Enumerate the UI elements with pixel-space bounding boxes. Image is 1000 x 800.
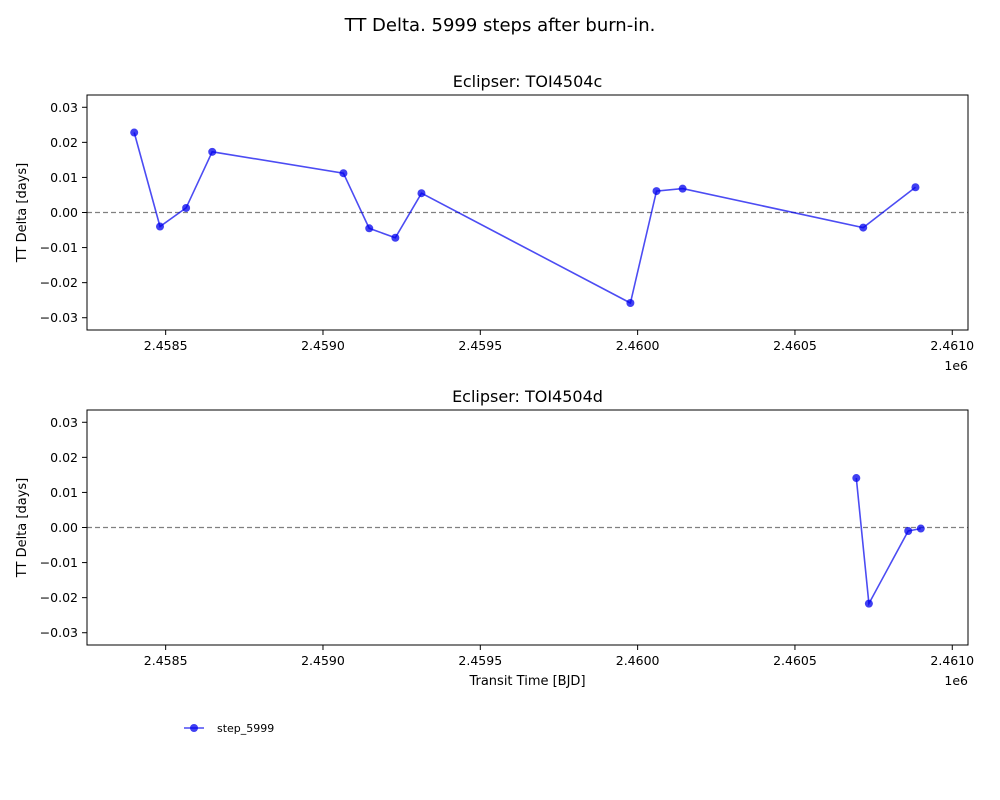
x-tick-label: 2.4610: [930, 653, 974, 668]
y-tick-label: −0.02: [40, 275, 78, 290]
y-axis-label: TT Delta [days]: [15, 478, 30, 578]
figure-title: TT Delta. 5999 steps after burn-in.: [344, 15, 656, 36]
x-tick-label: 2.4595: [458, 653, 502, 668]
y-tick-label: −0.02: [40, 590, 78, 605]
y-tick-label: 0.00: [50, 520, 78, 535]
x-tick-label: 2.4600: [616, 653, 660, 668]
data-point: [130, 128, 139, 137]
series-line: [855, 477, 921, 607]
x-tick-label: 2.4585: [144, 338, 188, 353]
subplot-toi4504c: Eclipser: TOI4504c 2.4585 2.4590 2.4595 2.46…: [15, 72, 974, 373]
data-point: [652, 187, 661, 196]
x-tick-label: 2.4595: [458, 338, 502, 353]
x-axis-label: Transit Time [BJD]: [468, 674, 585, 689]
y-axis-label: TT Delta [days]: [15, 163, 30, 263]
subplot-toi4504d: Eclipser: TOI4504d 2.4585 2.4590 2.4595 2.46…: [15, 387, 974, 689]
data-point: [155, 222, 164, 231]
data-point: [208, 147, 217, 156]
subplot-title: Eclipser: TOI4504c: [453, 72, 603, 91]
data-point: [904, 527, 913, 536]
y-tick-label: 0.02: [50, 135, 78, 150]
y-tick-label: −0.01: [40, 240, 78, 255]
data-point: [916, 524, 925, 533]
data-point: [391, 233, 400, 242]
subplot-title: Eclipser: TOI4504d: [452, 387, 603, 406]
y-tick-label: 0.02: [50, 450, 78, 465]
data-point: [417, 189, 426, 198]
x-tick-label: 2.4610: [930, 338, 974, 353]
data-point: [911, 183, 920, 192]
legend-label: step_5999: [217, 722, 274, 735]
data-point: [678, 184, 687, 193]
x-offset-label: 1e6: [944, 673, 968, 688]
y-tick-label: 0.00: [50, 205, 78, 220]
data-point: [182, 203, 191, 212]
y-tick-label: 0.03: [50, 415, 78, 430]
x-tick-label: 2.4600: [616, 338, 660, 353]
x-tick-label: 2.4590: [301, 338, 345, 353]
y-tick-label: 0.03: [50, 100, 78, 115]
data-point: [864, 599, 873, 608]
legend: step_5999: [184, 722, 274, 735]
y-tick-label: 0.01: [50, 485, 78, 500]
data-point: [626, 298, 635, 307]
x-tick-label: 2.4585: [144, 653, 188, 668]
data-point: [365, 224, 374, 233]
series-line: [133, 132, 916, 305]
y-tick-label: −0.03: [40, 625, 78, 640]
data-point: [859, 223, 868, 232]
data-point: [339, 169, 348, 178]
y-tick-label: 0.01: [50, 170, 78, 185]
y-tick-label: −0.01: [40, 555, 78, 570]
legend-marker-sample: [190, 724, 198, 732]
data-point: [852, 474, 861, 483]
x-tick-label: 2.4590: [301, 653, 345, 668]
y-tick-label: −0.03: [40, 310, 78, 325]
x-tick-label: 2.4605: [773, 653, 817, 668]
x-offset-label: 1e6: [944, 358, 968, 373]
x-tick-label: 2.4605: [773, 338, 817, 353]
